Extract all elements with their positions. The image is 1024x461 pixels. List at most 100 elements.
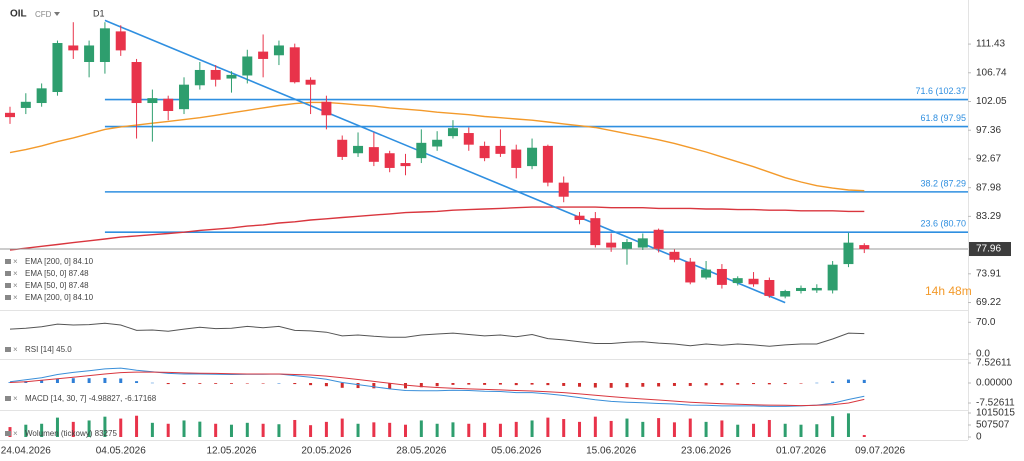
- macd-histogram-bar: [229, 383, 233, 384]
- volume-bar: [483, 422, 487, 437]
- legend-icon: [5, 295, 11, 300]
- volume-bar: [87, 420, 91, 437]
- macd-histogram-bar: [356, 383, 360, 389]
- volume-bar: [736, 424, 740, 437]
- dropdown-arrow[interactable]: [54, 12, 60, 16]
- macd-histogram-bar: [277, 383, 281, 384]
- legend-label: EMA [200, 0] 84.10: [25, 293, 94, 302]
- x-tick-label: 20.05.2026: [301, 446, 351, 457]
- y-tick-label: 7.52611: [976, 358, 1012, 369]
- candle-body: [179, 84, 190, 110]
- volume-bar: [783, 423, 787, 437]
- x-tick-label: 09.07.2026: [855, 446, 905, 457]
- volume-bar: [467, 423, 471, 437]
- candle-body: [780, 291, 791, 297]
- y-tick-label: 83.29: [976, 211, 1001, 222]
- y-tick-label: 106.74: [976, 67, 1007, 78]
- candle-body: [796, 287, 806, 292]
- instrument[interactable]: OIL: [10, 9, 27, 20]
- macd-histogram-bar: [419, 383, 423, 388]
- volume-bar: [752, 423, 756, 437]
- macd-histogram-bar: [736, 383, 740, 385]
- y-tick-label: 111.43: [976, 39, 1006, 50]
- legend-close: ×: [13, 345, 18, 354]
- volume-bar: [182, 420, 186, 437]
- volume-bar: [625, 418, 629, 437]
- x-tick-label: 28.05.2026: [396, 446, 446, 457]
- volume-bar: [198, 421, 202, 437]
- macd-histogram-bar: [103, 377, 107, 384]
- legend-close: ×: [13, 429, 18, 438]
- macd-histogram-bar: [8, 382, 12, 384]
- timeframe[interactable]: D1: [93, 8, 105, 18]
- macd-histogram-bar: [862, 379, 866, 384]
- candle-body: [574, 215, 585, 220]
- legend-label: Wolumen (tickowy) 83275: [25, 429, 117, 438]
- candle-body: [527, 147, 538, 167]
- macd-histogram-bar: [119, 378, 123, 384]
- candle-body: [558, 182, 569, 197]
- macd-histogram-bar: [752, 383, 756, 385]
- legend-label: EMA [50, 0] 87.48: [25, 281, 89, 290]
- legend-icon: [5, 271, 11, 276]
- macd-histogram-bar: [150, 382, 154, 384]
- y-tick-label: 102.05: [976, 96, 1007, 107]
- candle-body: [353, 145, 364, 154]
- volume-bar: [498, 423, 502, 437]
- candle-body: [701, 269, 712, 278]
- volume-bar: [324, 421, 328, 437]
- legend-icon: [5, 431, 11, 436]
- macd-histogram-bar: [672, 383, 676, 386]
- candle-body: [447, 128, 458, 137]
- macd-histogram-bar: [609, 383, 613, 388]
- candle-body: [400, 163, 411, 167]
- x-tick-label: 01.07.2026: [776, 446, 826, 457]
- candle-body: [305, 79, 316, 85]
- last-price-label: 77.96: [976, 244, 1001, 255]
- macd-histogram-bar: [831, 381, 835, 384]
- candle-body: [226, 74, 237, 79]
- volume-bar: [831, 416, 835, 437]
- candle-body: [716, 268, 727, 285]
- legend-icon: [5, 347, 11, 352]
- macd-histogram-bar: [799, 383, 803, 384]
- volume-bar: [578, 421, 582, 437]
- volume-bar: [229, 424, 233, 437]
- volume-bar: [214, 423, 218, 437]
- macd-histogram-bar: [467, 383, 471, 385]
- countdown: 14h 48m: [925, 284, 972, 298]
- volume-bar: [546, 417, 550, 437]
- candle-body: [432, 139, 443, 147]
- candle-body: [732, 278, 743, 284]
- legend-close: ×: [13, 394, 18, 403]
- volume-bar: [166, 423, 170, 437]
- volume-bar: [846, 413, 850, 437]
- ema-line: [9, 206, 865, 251]
- volume-bar: [609, 420, 613, 437]
- macd-line: [9, 371, 865, 407]
- volume-bar: [119, 418, 123, 437]
- macd-histogram-bar: [451, 383, 455, 385]
- volume-bar: [562, 419, 566, 437]
- volume-bar: [103, 416, 107, 437]
- candle-body: [859, 245, 870, 250]
- y-tick-label: 507507: [976, 420, 1010, 431]
- fib-label: 71.6 (102.37: [915, 86, 966, 96]
- macd-histogram-bar: [483, 383, 487, 385]
- candle-body: [115, 31, 126, 51]
- candle-body: [20, 101, 31, 108]
- macd-histogram-bar: [324, 383, 328, 387]
- volume-bar: [514, 421, 518, 437]
- candle-body: [273, 45, 284, 56]
- macd-histogram-bar: [514, 383, 518, 386]
- candle-body: [258, 51, 269, 59]
- candle-body: [68, 45, 79, 51]
- x-tick-label: 05.06.2026: [491, 446, 541, 457]
- macd-histogram-bar: [578, 383, 582, 387]
- candle-body: [52, 43, 63, 93]
- legend-label: EMA [200, 0] 84.10: [25, 257, 94, 266]
- volume-bar: [435, 423, 439, 437]
- legend-close: ×: [13, 269, 18, 278]
- macd-histogram-bar: [625, 383, 629, 388]
